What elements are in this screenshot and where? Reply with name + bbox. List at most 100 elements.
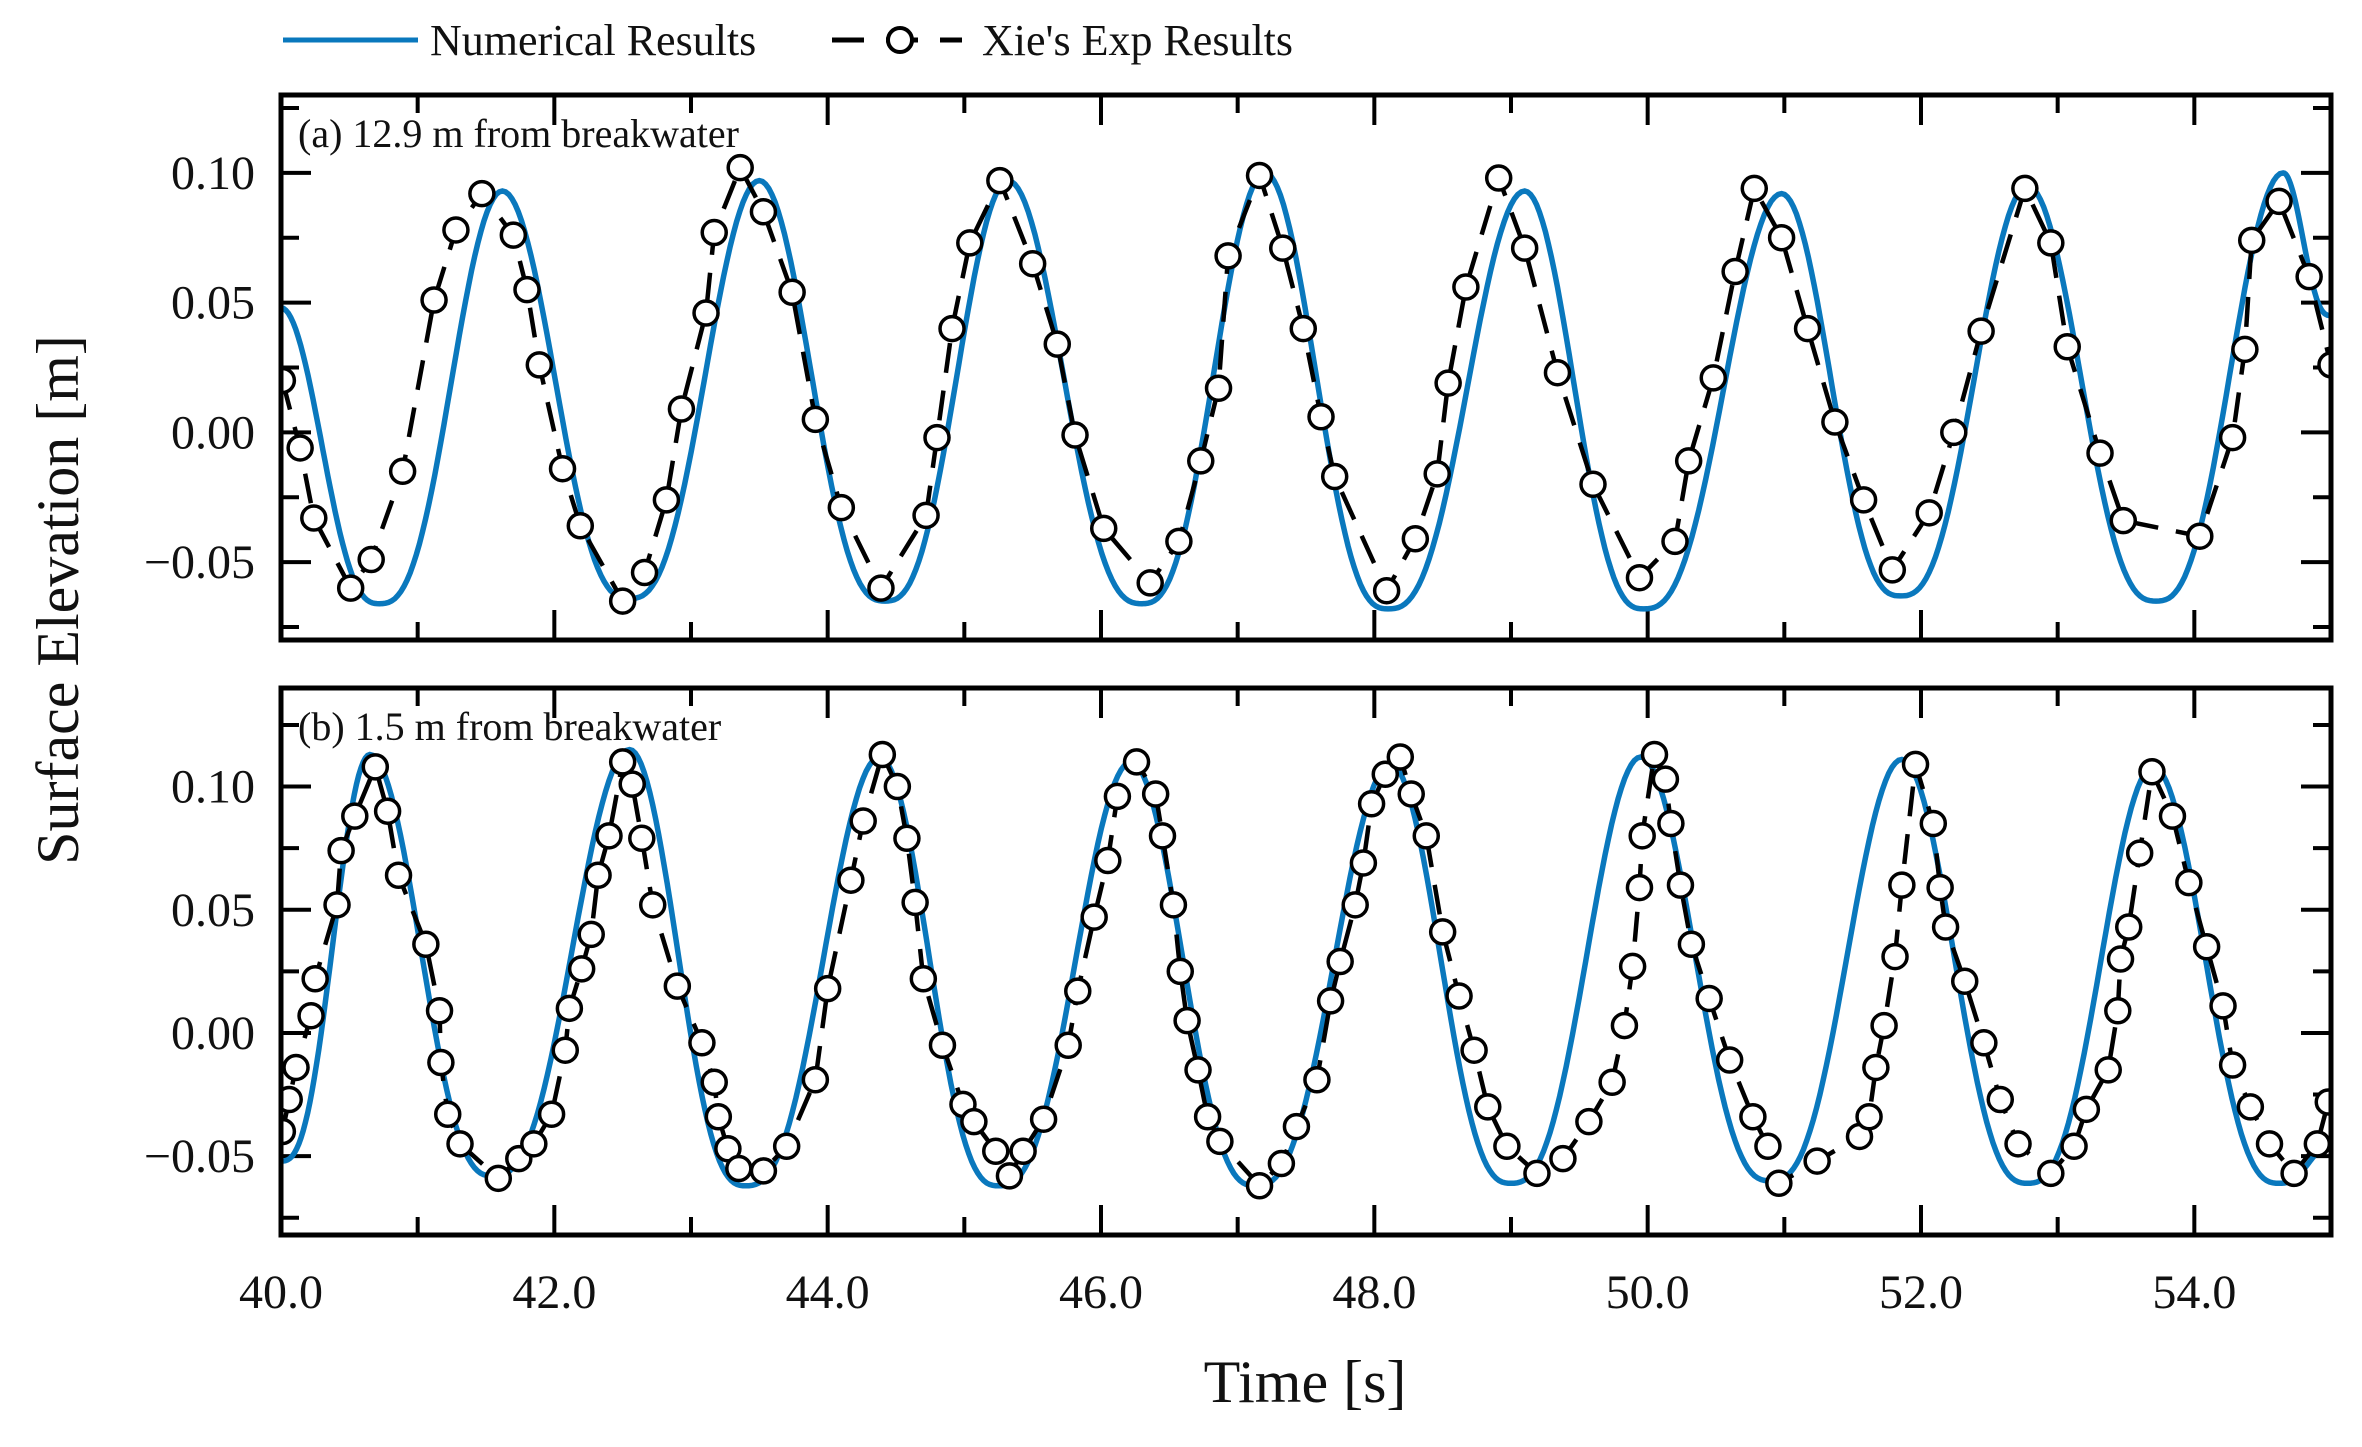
experimental-point	[1269, 234, 1297, 262]
experimental-point	[1674, 447, 1703, 475]
experimental-point	[2192, 932, 2221, 961]
experimental-point	[357, 545, 385, 574]
experimental-point	[1625, 873, 1654, 902]
experimental-point	[901, 888, 929, 917]
legend: Numerical Results Xie's Exp Results	[283, 16, 1293, 65]
experimental-point	[1640, 740, 1669, 769]
experimental-point	[813, 974, 842, 1003]
experimental-point	[336, 574, 365, 602]
experimental-point	[1320, 462, 1349, 491]
experimental-point	[300, 504, 328, 532]
experimental-point	[499, 221, 528, 249]
experimental-point	[1326, 947, 1354, 976]
experimental-point	[1666, 871, 1695, 899]
experimental-point	[2004, 1130, 2032, 1158]
legend-numerical-label: Numerical Results	[430, 16, 756, 65]
experimental-point	[1401, 525, 1430, 553]
experimental-point	[2175, 868, 2203, 897]
experimental-point	[1855, 1102, 1883, 1131]
experimental-point	[1061, 421, 1089, 449]
panel-label: (a) 12.9 m from breakwater	[298, 111, 739, 156]
experimental-point	[2094, 1056, 2122, 1084]
experimental-point	[1018, 249, 1047, 278]
experimental-point	[1371, 760, 1400, 788]
experimental-point	[2037, 229, 2065, 257]
experimental-point	[2104, 997, 2132, 1025]
experimental-point	[1618, 952, 1647, 981]
y-tick-label: 0.10	[171, 147, 255, 200]
experimental-point	[1043, 330, 1072, 358]
experimental-point	[1661, 527, 1689, 556]
experimental-point	[1173, 1006, 1201, 1035]
experimental-point	[1054, 1031, 1082, 1060]
experimental-point	[801, 1066, 830, 1094]
experimental-point	[778, 278, 806, 306]
experimental-point	[425, 997, 454, 1025]
experimental-point	[1412, 822, 1441, 850]
experimental-point	[1103, 782, 1132, 811]
experimental-point	[608, 587, 637, 615]
experimental-point	[1206, 1127, 1234, 1156]
x-tick-label: 42.0	[512, 1266, 596, 1319]
experimental-point	[1372, 576, 1401, 605]
experimental-point	[2109, 506, 2138, 535]
experimental-point	[446, 1130, 474, 1158]
numerical-results-line	[281, 170, 2331, 612]
experimental-point	[468, 179, 496, 208]
experimental-point	[827, 493, 856, 522]
x-tick-label: 44.0	[786, 1266, 870, 1319]
experimental-point	[525, 351, 554, 379]
experimental-point	[1089, 514, 1118, 543]
experimental-point	[555, 994, 584, 1023]
experimental-point	[1009, 1137, 1037, 1165]
experimental-point	[1821, 408, 1849, 436]
experimental-point	[301, 964, 329, 993]
experimental-point	[912, 501, 940, 530]
experimental-point	[1721, 257, 1749, 286]
experimental-point	[1870, 1011, 1898, 1040]
experimental-point	[1289, 314, 1318, 343]
experimental-point	[1397, 780, 1425, 808]
axes-frame	[278, 92, 2334, 643]
experimental-point	[520, 1130, 548, 1158]
experimental-point	[442, 216, 470, 244]
experimental-point	[1423, 460, 1451, 488]
experimental-point	[1651, 765, 1680, 793]
y-tick-label: 0.10	[171, 761, 255, 814]
x-axis-label: Time [s]	[1204, 1349, 1407, 1415]
experimental-point	[2072, 1095, 2101, 1124]
x-tick-label: 54.0	[2152, 1266, 2236, 1319]
experimental-point	[361, 753, 390, 781]
experimental-point	[638, 891, 667, 919]
experimental-point	[1677, 930, 1706, 959]
experimental-point	[420, 286, 448, 314]
panel-a: −0.05 0.00 0.05 0.10 (a) 12.9 m from breakwa…	[144, 92, 2334, 643]
experimental-point	[388, 457, 417, 486]
experimental-point	[1767, 223, 1796, 252]
experimental-point	[1610, 1011, 1639, 1040]
experimental-point	[1341, 891, 1369, 919]
experimental-point	[1765, 1169, 1793, 1198]
experimental-point	[628, 824, 656, 853]
experimental-point	[982, 1137, 1010, 1165]
experimental-point	[323, 891, 351, 919]
experimental-point	[373, 797, 402, 825]
experimental-point	[801, 405, 830, 434]
experimental-point	[1187, 447, 1215, 475]
experimental-point	[1136, 569, 1164, 597]
experimental-point	[1245, 161, 1274, 190]
experimental-point	[281, 1085, 303, 1114]
experimental-point	[2125, 839, 2154, 867]
experimental-point	[412, 930, 440, 959]
experimental-point	[1739, 1102, 1767, 1131]
experimental-point	[1428, 918, 1457, 946]
experimental-point	[749, 1157, 778, 1185]
experimental-point	[1878, 556, 1907, 584]
experimental-point	[1915, 499, 1943, 527]
experimental-point	[618, 770, 646, 798]
legend-experimental-label: Xie's Exp Results	[982, 16, 1293, 65]
experimental-point	[595, 822, 623, 850]
experimental-point	[725, 1154, 753, 1183]
experimental-point	[995, 1162, 1024, 1190]
y-tick-label: 0.00	[171, 1007, 255, 1060]
